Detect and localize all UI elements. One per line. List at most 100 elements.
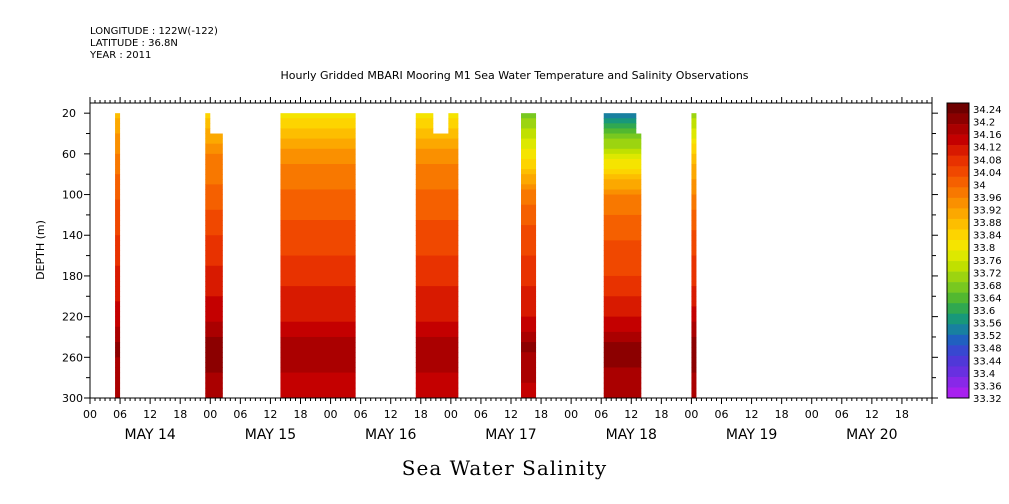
data-cell <box>415 301 459 307</box>
data-cell <box>603 281 642 287</box>
x-tick-label: 06 <box>233 408 247 421</box>
colorbar-swatch <box>947 324 969 336</box>
y-tick-label: 300 <box>62 392 83 405</box>
data-cell <box>280 148 356 155</box>
data-cell <box>115 296 121 302</box>
data-cell <box>415 199 459 206</box>
data-cell <box>691 214 697 221</box>
data-cell <box>521 342 537 348</box>
data-cell <box>280 153 356 160</box>
data-cell <box>415 286 459 292</box>
data-cell <box>603 255 642 262</box>
data-cell <box>521 240 537 246</box>
data-cell <box>115 301 121 307</box>
data-cell <box>205 260 223 267</box>
data-cell <box>115 342 121 348</box>
colorbar-label: 33.72 <box>973 268 1002 279</box>
data-cell <box>603 138 642 145</box>
data-cell <box>205 245 223 251</box>
colorbar-swatch <box>947 250 969 262</box>
data-cell <box>205 235 223 241</box>
data-cell <box>521 199 537 206</box>
data-cell <box>415 270 459 277</box>
data-cell <box>603 164 642 170</box>
data-cell <box>521 235 537 241</box>
data-cell <box>415 158 459 165</box>
data-cell <box>280 281 356 287</box>
data-cell <box>280 194 356 201</box>
data-cell <box>280 362 356 368</box>
data-cell <box>521 158 537 165</box>
data-cell <box>521 306 537 313</box>
data-cell <box>415 209 459 216</box>
latitude-label: LATITUDE : 36.8N <box>90 38 178 49</box>
data-cell <box>691 347 697 353</box>
colorbar-swatch <box>947 387 969 399</box>
data-cell <box>603 235 642 241</box>
data-cell <box>115 199 121 206</box>
data-cell <box>205 387 223 394</box>
data-cell <box>691 291 697 297</box>
x-tick-label: 18 <box>775 408 789 421</box>
data-cell <box>415 179 459 185</box>
data-cell <box>280 311 356 318</box>
data-cell <box>603 291 642 297</box>
data-cell <box>115 148 121 155</box>
data-cell <box>280 128 356 135</box>
axis-ticks <box>84 97 938 404</box>
colorbar-swatch <box>947 155 969 167</box>
data-cell <box>691 260 697 267</box>
data-cell <box>205 179 223 185</box>
data-cell <box>205 118 211 124</box>
data-cell <box>280 291 356 297</box>
data-cell <box>603 372 642 379</box>
colorbar-swatch <box>947 229 969 241</box>
data-cell <box>691 331 697 338</box>
data-cell <box>280 331 356 338</box>
colorbar-swatch <box>947 345 969 357</box>
colorbar-label: 33.32 <box>973 394 1002 405</box>
colorbar-swatch <box>947 334 969 346</box>
data-cell <box>415 281 459 287</box>
data-cell <box>280 357 356 363</box>
data-cell <box>115 291 121 297</box>
data-cell <box>603 148 642 155</box>
data-cell <box>115 143 121 150</box>
data-cell <box>415 153 459 160</box>
data-cell <box>603 158 642 165</box>
data-cell <box>115 169 121 175</box>
year-label: YEAR : 2011 <box>90 50 152 61</box>
data-cell <box>415 321 459 328</box>
data-cell <box>205 326 223 333</box>
data-cell <box>691 357 697 363</box>
data-cell <box>115 240 121 246</box>
data-cell <box>603 118 637 124</box>
data-cell <box>115 138 121 145</box>
colorbar-swatch <box>947 303 969 315</box>
x-tick-label: 00 <box>203 408 217 421</box>
colorbar-label: 33.4 <box>973 369 995 380</box>
data-cell <box>115 179 121 185</box>
colorbar-label: 34 <box>973 180 986 191</box>
data-cell <box>115 347 121 353</box>
day-label: MAY 19 <box>726 427 777 443</box>
data-cell <box>115 352 121 358</box>
data-cell <box>691 230 697 236</box>
data-cell <box>521 347 537 353</box>
data-cell <box>280 164 356 170</box>
longitude-label: LONGITUDE : 122W(-122) <box>90 26 218 37</box>
data-cell <box>205 250 223 257</box>
data-cell <box>521 296 537 302</box>
data-cell <box>691 286 697 292</box>
data-cell <box>691 118 697 124</box>
day-label: MAY 15 <box>245 427 296 443</box>
data-cell <box>205 311 223 318</box>
data-cell <box>280 230 356 236</box>
data-cell <box>115 260 121 267</box>
data-cell <box>691 133 697 140</box>
data-cell <box>280 387 356 394</box>
data-cell <box>521 392 537 399</box>
data-cell <box>691 372 697 379</box>
data-cell <box>521 326 537 333</box>
